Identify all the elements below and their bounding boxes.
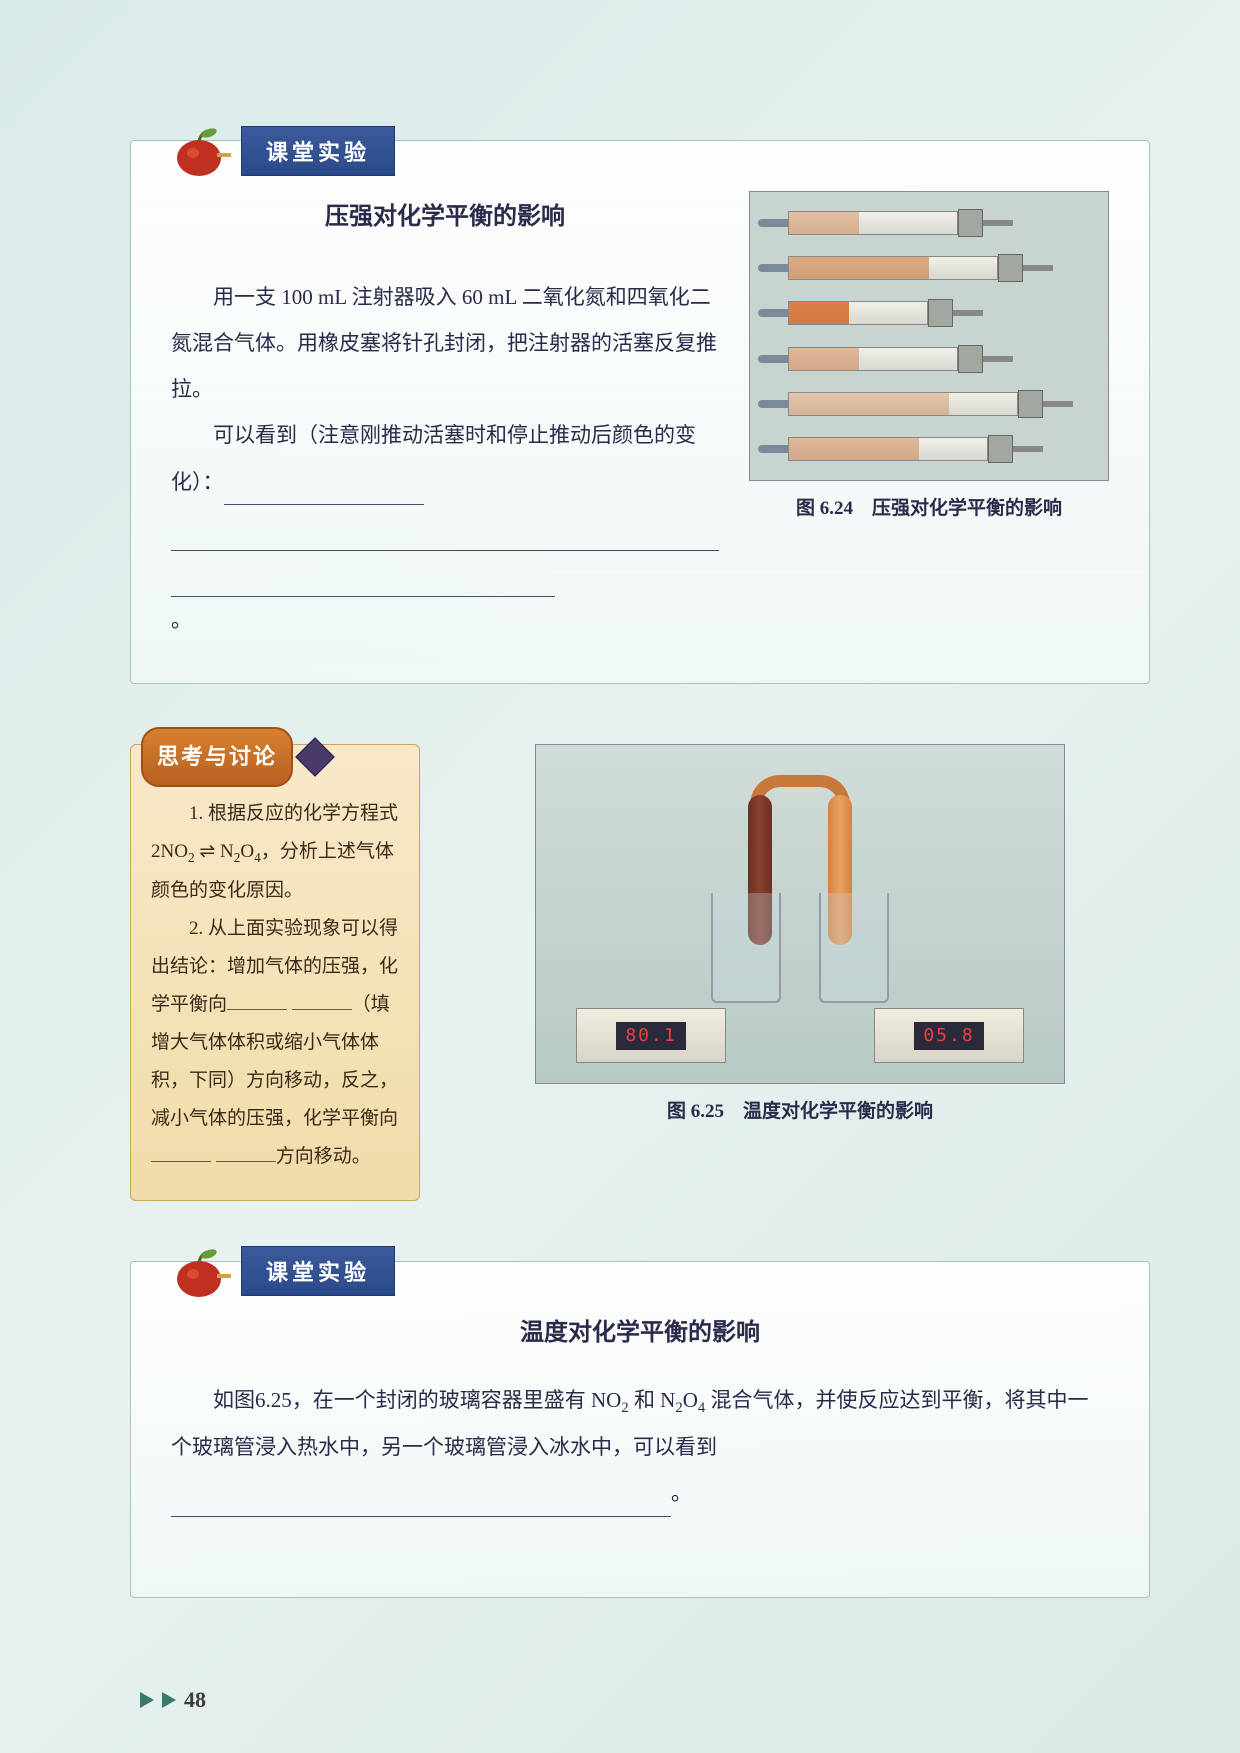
blank-d3[interactable] — [151, 1161, 211, 1162]
syringe — [758, 343, 1100, 375]
d2-post: 方向移动。 — [276, 1146, 371, 1167]
section-1-content: 压强对化学平衡的影响 用一支 100 mL 注射器吸入 60 mL 二氧化氮和四… — [171, 191, 1109, 643]
period: 。 — [171, 608, 192, 632]
middle-row: 思考与讨论 1. 根据反应的化学方程式 2NO2 ⇌ N2O4，分析上述气体颜色… — [130, 744, 1150, 1200]
figure-2-column: 80.1 05.8 图 6.25 温度对化学平衡的影响 — [450, 744, 1150, 1123]
section-1-header: 课堂实验 — [171, 123, 395, 178]
figure-1-caption: 图 6.24 压强对化学平衡的影响 — [796, 493, 1062, 520]
section-2-para: 如图6.25，在一个封闭的玻璃容器里盛有 NO2 和 N2O4 混合气体，并使反… — [171, 1377, 1109, 1517]
apple-icon — [171, 123, 231, 178]
thermometer-right: 05.8 — [874, 1008, 1024, 1063]
discuss-item-1: 1. 根据反应的化学方程式 2NO2 ⇌ N2O4，分析上述气体颜色的变化原因。 — [151, 795, 399, 909]
meter-display-right: 05.8 — [914, 1022, 984, 1050]
blank-d1[interactable] — [227, 1009, 287, 1010]
page-number: 48 — [184, 1687, 206, 1713]
section-2-title: 温度对化学平衡的影响 — [171, 1312, 1109, 1347]
discuss-tab: 思考与讨论 — [141, 727, 293, 787]
section-1-para-2: 可以看到（注意刚推动活塞时和停止推动后颜色的变化）： — [171, 412, 719, 504]
arrow-icon-2 — [162, 1692, 176, 1708]
temperature-apparatus: 80.1 05.8 — [535, 744, 1065, 1084]
beaker-left — [711, 893, 781, 1003]
blank-3[interactable] — [171, 551, 555, 597]
thermometer-left: 80.1 — [576, 1008, 726, 1063]
page-number-area: 48 — [140, 1687, 206, 1713]
apple-icon-2 — [171, 1244, 231, 1299]
discuss-item-2: 2. 从上面实验现象可以得出结论：增加气体的压强，化学平衡向 （填增大气体体积或… — [151, 910, 399, 1176]
syringe — [758, 297, 1100, 329]
syringe-diagram — [749, 191, 1109, 481]
discussion-box: 思考与讨论 1. 根据反应的化学方程式 2NO2 ⇌ N2O4，分析上述气体颜色… — [130, 744, 420, 1200]
s2-pre: 如图6.25，在一个封闭的玻璃容器里盛有 NO — [213, 1388, 621, 1412]
discuss-header: 思考与讨论 — [141, 727, 329, 787]
experiment-section-2: 课堂实验 温度对化学平衡的影响 如图6.25，在一个封闭的玻璃容器里盛有 NO2… — [130, 1261, 1150, 1598]
blank-2[interactable] — [171, 505, 719, 551]
section-1-tab: 课堂实验 — [241, 126, 395, 176]
syringe — [758, 433, 1100, 465]
meter-display-left: 80.1 — [616, 1022, 686, 1050]
diamond-icon — [295, 737, 335, 777]
d1-mid: ⇌ N — [195, 841, 234, 862]
section-2-header: 课堂实验 — [171, 1244, 395, 1299]
blank-d2[interactable] — [292, 1009, 352, 1010]
experiment-section-1: 课堂实验 压强对化学平衡的影响 用一支 100 mL 注射器吸入 60 mL 二… — [130, 140, 1150, 684]
section-1-title: 压强对化学平衡的影响 — [171, 191, 719, 244]
blank-1[interactable] — [224, 480, 424, 505]
section-1-text: 压强对化学平衡的影响 用一支 100 mL 注射器吸入 60 mL 二氧化氮和四… — [171, 191, 719, 643]
figure-1-column: 图 6.24 压强对化学平衡的影响 — [749, 191, 1109, 643]
syringe — [758, 207, 1100, 239]
figure-2-caption: 图 6.25 温度对化学平衡的影响 — [667, 1096, 933, 1123]
beaker-right — [819, 893, 889, 1003]
s2-end: 。 — [671, 1481, 692, 1505]
syringe — [758, 252, 1100, 284]
section-1-para-1: 用一支 100 mL 注射器吸入 60 mL 二氧化氮和四氧化二氮混合气体。用橡… — [171, 274, 719, 413]
s2-mid1: 和 N — [634, 1388, 675, 1412]
blank-d4[interactable] — [216, 1161, 276, 1162]
blank-s2[interactable] — [171, 1491, 671, 1516]
syringe — [758, 388, 1100, 420]
section-2-tab: 课堂实验 — [241, 1246, 395, 1296]
arrow-icon-1 — [140, 1692, 154, 1708]
